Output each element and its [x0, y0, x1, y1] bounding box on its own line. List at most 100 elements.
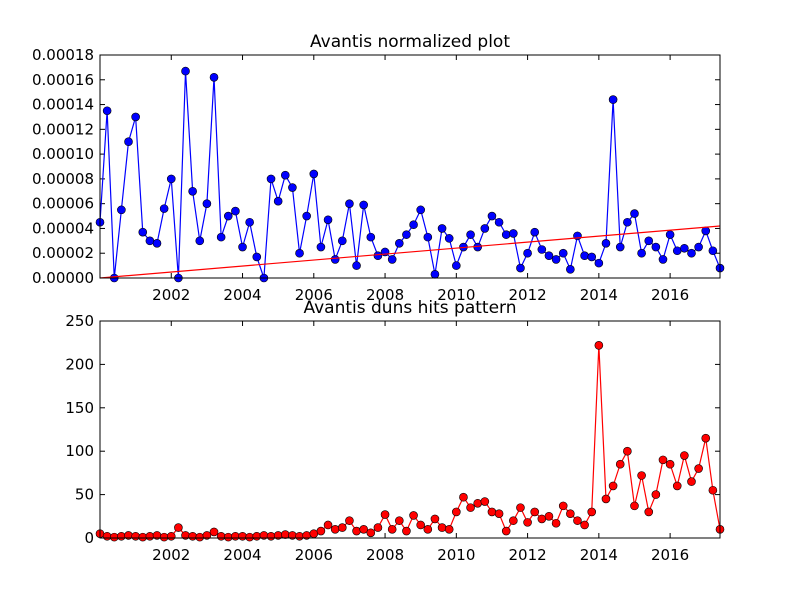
data-point — [145, 531, 155, 541]
x-tick-label: 2012 — [508, 286, 546, 304]
data-point — [387, 255, 397, 264]
data-point — [437, 523, 447, 532]
data-point — [608, 95, 618, 104]
data-point — [109, 532, 119, 542]
data-point — [494, 509, 504, 518]
y-tick-label: 150 — [65, 399, 94, 417]
data-point — [145, 236, 155, 246]
data-point — [352, 261, 361, 270]
y-tick-label: 0.00018 — [32, 46, 94, 64]
data-point — [416, 520, 425, 530]
x-tick-label: 2012 — [508, 546, 546, 564]
y-tick-label: 0.00008 — [32, 170, 94, 188]
data-point — [423, 525, 433, 534]
data-point — [580, 520, 589, 530]
data-point — [166, 531, 176, 541]
x-tick-label: 2016 — [651, 286, 689, 304]
x-tick-label: 2008 — [366, 546, 404, 564]
data-point — [658, 455, 668, 465]
data-point — [202, 199, 212, 208]
data-point — [138, 227, 148, 237]
data-point — [452, 507, 461, 517]
y-tick-label: 0.00010 — [32, 145, 94, 163]
data-point — [701, 226, 711, 236]
data-point — [302, 211, 311, 221]
data-point — [459, 492, 468, 502]
data-point — [316, 526, 326, 536]
data-point — [644, 236, 654, 246]
axes-frame — [99, 54, 721, 279]
data-point — [395, 516, 404, 525]
data-point — [587, 252, 597, 262]
data-point — [516, 503, 525, 512]
y-tick-label: 0.00006 — [32, 195, 94, 213]
data-point — [430, 514, 440, 524]
data-point — [480, 497, 490, 506]
data-point — [337, 236, 347, 246]
data-point — [615, 459, 625, 469]
data-point — [345, 199, 354, 208]
data-point — [516, 263, 525, 273]
data-point — [537, 514, 547, 524]
x-tick-label: 2008 — [366, 286, 404, 304]
data-point — [266, 174, 276, 184]
data-point — [402, 230, 411, 239]
data-point — [223, 532, 233, 542]
data-point — [430, 269, 440, 279]
data-point — [309, 529, 319, 538]
data-point — [687, 248, 696, 258]
data-point — [537, 245, 547, 254]
data-point — [594, 341, 604, 350]
data-point — [223, 211, 233, 221]
data-point — [665, 230, 675, 239]
data-point — [231, 531, 240, 541]
data-point — [280, 170, 290, 180]
axes-frame — [99, 320, 721, 539]
x-tick-label: 2014 — [580, 286, 618, 304]
data-point — [309, 169, 319, 179]
y-tick-label: 50 — [75, 486, 94, 504]
data-point — [580, 251, 589, 260]
data-point — [608, 481, 618, 491]
data-point — [117, 205, 126, 215]
data-point — [558, 501, 568, 511]
data-line — [99, 345, 721, 538]
data-point — [694, 242, 703, 252]
data-line — [99, 71, 721, 279]
y-tick-label: 0.00004 — [32, 219, 94, 237]
data-point — [494, 217, 504, 227]
data-point — [530, 227, 540, 237]
data-point — [174, 523, 183, 532]
data-point — [665, 459, 675, 469]
data-point — [288, 183, 297, 192]
y-tick-label: 0.00002 — [32, 244, 94, 262]
data-point — [323, 215, 333, 225]
x-tick-label: 2010 — [437, 546, 475, 564]
data-point — [637, 471, 646, 480]
data-point — [245, 532, 254, 542]
data-point — [188, 186, 197, 196]
data-point — [594, 258, 604, 268]
data-point — [544, 251, 554, 260]
data-point — [680, 243, 689, 253]
data-point — [380, 510, 390, 519]
y-tick-label: 0.00014 — [32, 96, 94, 114]
data-point — [409, 220, 418, 230]
data-point — [623, 446, 632, 456]
data-point — [245, 217, 254, 227]
data-point — [159, 204, 169, 213]
data-point — [601, 494, 611, 504]
data-point — [209, 527, 219, 537]
y-tick-label: 250 — [65, 312, 94, 330]
data-point — [687, 477, 696, 486]
x-tick-label: 2014 — [580, 546, 618, 564]
data-point — [216, 232, 226, 242]
data-point — [280, 530, 290, 539]
x-tick-label: 2006 — [295, 546, 333, 564]
data-point — [330, 525, 340, 534]
data-point — [708, 485, 718, 495]
data-point — [694, 464, 703, 473]
data-point — [480, 224, 490, 233]
data-point — [473, 498, 483, 508]
